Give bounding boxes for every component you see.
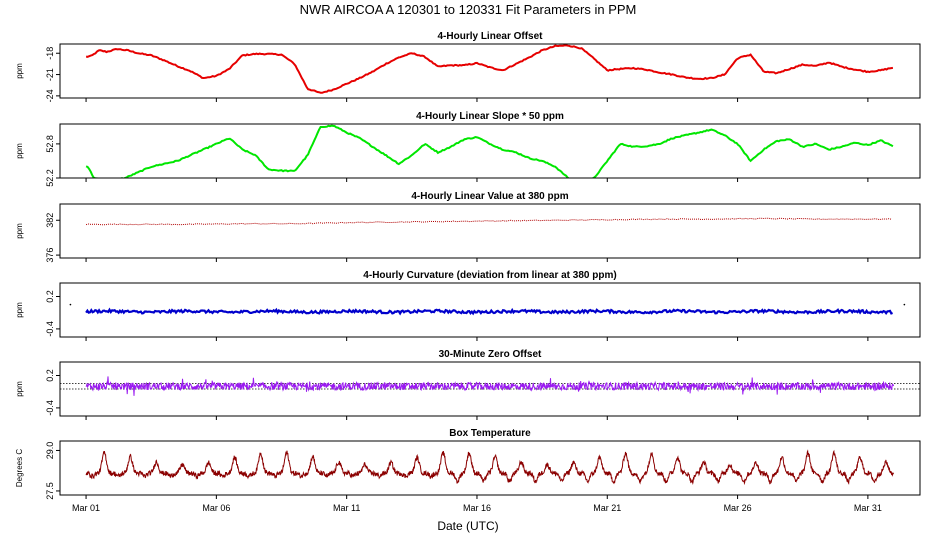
panel-title: 4-Hourly Linear Value at 380 ppm: [411, 191, 568, 202]
panel-4: 4-Hourly Curvature (deviation from linea…: [15, 270, 921, 341]
y-tick-label: -0.4: [45, 400, 55, 416]
x-axis: Mar 01 Mar 06 Mar 11 Mar 16 Mar 21 Mar 26 Mar …: [72, 503, 882, 513]
x-axis-label: Date (UTC): [437, 519, 498, 533]
y-tick-label: -24: [45, 89, 55, 102]
plot-area: [69, 303, 906, 316]
x-tick-label: Mar 16: [463, 503, 491, 513]
series-line: [85, 124, 894, 178]
plot-area: [85, 449, 895, 486]
panel-title: 4-Hourly Linear Slope * 50 ppm: [416, 111, 564, 122]
plot-area: [85, 44, 894, 94]
x-tick-label: Mar 31: [854, 503, 882, 513]
panel-frame: [59, 282, 921, 338]
panel-frame: [59, 203, 921, 259]
panel-title: 4-Hourly Curvature (deviation from linea…: [363, 270, 616, 281]
y-tick-label: 52.2: [45, 169, 55, 187]
panel-title: 4-Hourly Linear Offset: [437, 31, 543, 42]
y-axis-label: ppm: [15, 63, 24, 79]
series-line: [85, 44, 894, 94]
panel-3: 4-Hourly Linear Value at 380 ppm 376 382 pp…: [15, 191, 921, 263]
x-tick-label: Mar 01: [72, 503, 100, 513]
x-tick-label: Mar 21: [593, 503, 621, 513]
y-tick-label: 376: [45, 248, 55, 263]
panel-6: Box Temperature 29.0 27.5 Degrees C: [15, 428, 921, 500]
panel-frame: [59, 440, 921, 496]
plot-area: [85, 124, 894, 178]
x-tick-label: Mar 06: [202, 503, 230, 513]
data-point: [69, 303, 72, 306]
panel-frame: [59, 361, 921, 417]
y-tick-label: 29.0: [45, 442, 55, 460]
y-tick-label: 0.2: [45, 290, 55, 303]
y-axis-label: ppm: [15, 302, 24, 318]
y-tick-label: -18: [45, 47, 55, 60]
data-point: [903, 303, 906, 306]
panel-title: Box Temperature: [449, 428, 531, 439]
x-tick-label: Mar 11: [333, 503, 360, 513]
y-tick-label: -21: [45, 68, 55, 81]
y-tick-label: 382: [45, 213, 55, 228]
panel-1: 4-Hourly Linear Offset -18 -21 -24 ppm: [15, 31, 921, 102]
y-axis-label: ppm: [15, 381, 24, 397]
y-tick-label: -0.4: [45, 321, 55, 337]
plot-area: [85, 217, 892, 226]
series-line: [85, 307, 893, 316]
panel-2: 4-Hourly Linear Slope * 50 ppm 52.2 52.8 pp…: [15, 111, 921, 187]
x-tick-label: Mar 26: [724, 503, 752, 513]
plot-area: [60, 376, 920, 396]
y-axis-label: Degrees C: [15, 449, 24, 487]
y-axis-label: ppm: [15, 143, 24, 159]
panel-frame: [59, 123, 921, 179]
series-line: [85, 217, 892, 226]
y-tick-label: 52.8: [45, 135, 55, 153]
y-axis-label: ppm: [15, 223, 24, 239]
main-title: NWR AIRCOA A 120301 to 120331 Fit Parame…: [300, 2, 637, 17]
y-tick-label: 27.5: [45, 482, 55, 500]
panel-frame: [59, 43, 921, 99]
panel-title: 30-Minute Zero Offset: [439, 349, 542, 360]
y-tick-label: 0.2: [45, 369, 55, 382]
panels: 4-Hourly Linear Offset-18-21-24ppm4-Hour…: [15, 31, 921, 500]
panel-5: 30-Minute Zero Offset 0.2 -0.4 ppm: [15, 349, 921, 420]
series-line: [85, 376, 894, 396]
series-line: [85, 449, 895, 486]
